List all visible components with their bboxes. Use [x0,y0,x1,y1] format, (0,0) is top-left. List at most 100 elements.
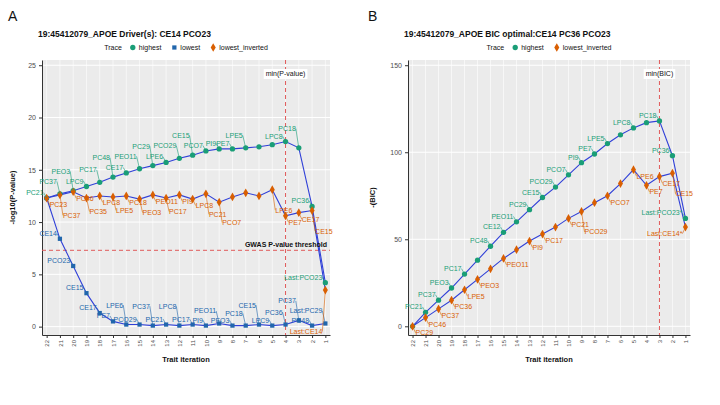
tick-label: 9 [579,339,585,343]
tick-mark [672,335,673,338]
tick-label: 50 [394,236,402,243]
grid-line [219,60,220,335]
tick-label: 5 [270,339,276,343]
x-tick: 21 [58,335,64,347]
x-tick: 15 [137,335,143,347]
y-tick: 0 [398,323,408,330]
x-tick: 14 [150,335,156,347]
data-point [270,142,275,147]
point-label: PEO11 [194,307,216,314]
point-label: PE7 [578,145,591,152]
x-tick: 9 [217,335,223,343]
point-label: PC29 [132,143,150,150]
x-tick: 12 [540,335,546,347]
label-leader [44,193,47,198]
x-tick: 19 [449,335,455,347]
grid-line [245,60,246,335]
series-line [47,142,326,283]
x-tick: 20 [436,335,442,347]
label-leader [97,170,100,182]
figure: A19:45412079_APOE Driver(s): CE14 PCO230… [0,0,720,405]
point-label: CE15 [172,132,190,139]
point-label: CE17 [79,304,97,311]
point-label: PC23 [50,201,68,208]
label-leader [153,195,156,202]
tick-label: 17 [111,339,117,346]
x-tick: 12 [177,335,183,347]
grid-line [490,60,491,335]
tick-label: 0 [32,323,36,330]
point-label: PE7 [97,312,110,319]
tick-label: 11 [190,339,196,346]
tick-mark [113,335,114,338]
tick-label: 150 [390,62,402,69]
point-labels: PC21PC37PEO3LPC9PC17PC48CE17PEO11PC29LPE… [26,125,333,335]
title: 19:45412079_APOE Driver(s): CE14 PCO23 [38,29,211,39]
annotation: min(P-value) [266,70,306,78]
tick-mark [568,335,569,338]
data-point [618,132,623,137]
data-point [323,321,327,325]
tick-mark [607,335,608,338]
label-leader [591,149,594,154]
label-leader [426,318,429,325]
tick-mark [452,335,453,338]
point-label: PCO7 [222,219,241,226]
label-leader [656,115,659,120]
data-point [592,198,597,207]
data-point [244,323,248,327]
point-label: PC17 [172,316,190,323]
y-tick: 15 [28,167,42,174]
label-leader [206,194,209,215]
tick-label: 10 [566,339,572,346]
grid-line [672,60,673,335]
tick-label: 7 [243,339,249,343]
label-leader [123,167,126,172]
point-label: LPE5 [226,132,243,139]
label-leader [272,190,275,211]
tick-label: 4 [283,339,289,343]
tick-mark [126,335,127,338]
data-point [243,188,248,197]
label-leader [299,213,302,220]
tick-label: 15 [137,339,143,346]
data-point [204,323,208,327]
label-leader [504,258,507,265]
point-label: LPE6 [106,302,123,309]
label-leader [312,211,315,232]
label-leader [70,261,73,266]
point-label: LPC8 [265,133,283,140]
tick-mark [166,335,167,338]
label-leader [283,312,286,324]
point-label: PC21 [146,316,164,323]
tick-label: 16 [124,339,130,346]
tick-mark [413,335,414,338]
x-tick: 18 [97,335,103,347]
x-tick: 21 [423,335,429,347]
label-leader [283,136,286,141]
point-label: PC17 [79,166,97,173]
tick-mark [478,335,479,338]
x-tick: 13 [164,335,170,347]
point-label: PEO11 [114,153,136,160]
grid-line [646,60,647,335]
tick-label: 7 [605,339,611,343]
annotation-background [264,69,308,79]
x-tick: 8 [592,335,598,343]
label-leader [113,197,116,211]
point-label: PI9 [533,244,544,251]
label-leader [604,138,607,143]
grid-line [285,60,286,335]
point-label: PEO3 [52,168,71,175]
tick-label: 8 [230,339,236,343]
legend-label: lowest_inverted [563,44,612,52]
label-leader [578,157,581,162]
series-line [413,121,686,326]
tick-mark [60,335,61,338]
panel: B19:45412079_APOE BIC optimal:CE14 PC36 … [368,8,693,364]
y-axis-title: -log10(P-value) [8,170,17,224]
label-leader [682,227,685,234]
x-tick: 6 [257,335,263,343]
data-point [230,193,235,202]
legend-marker [211,43,216,52]
